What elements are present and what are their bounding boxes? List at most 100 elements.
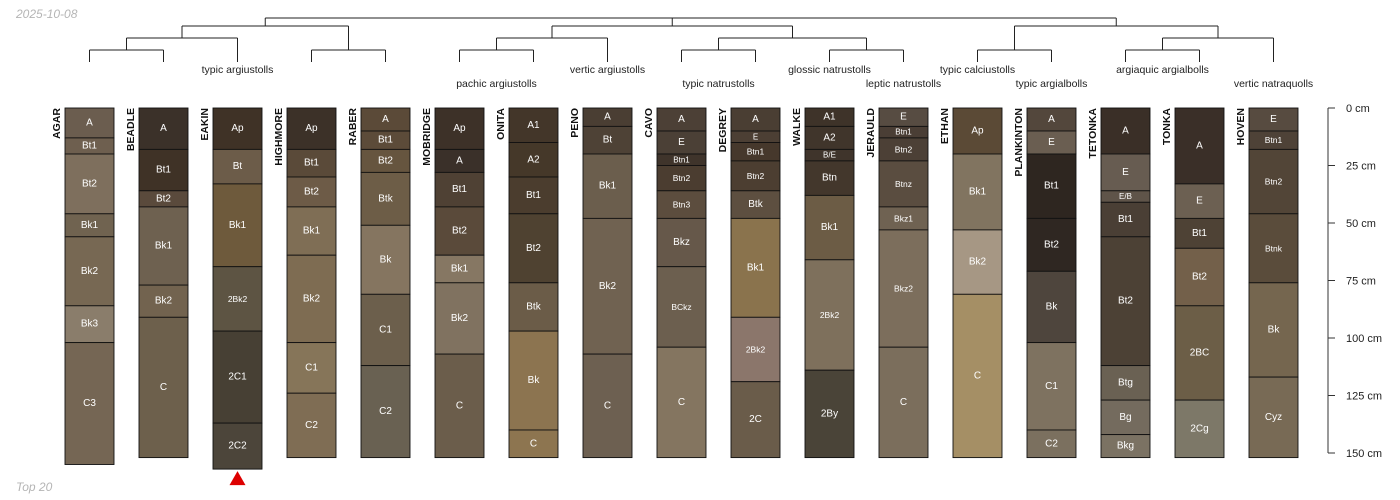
horizon-label: Bk3 [81,319,99,330]
profile-jerauld: E Btn1 Btn2 Btnz Bkz1 Bkz2 C JERAULD [865,107,929,459]
horizon-label: Bt2 [1118,296,1133,307]
horizon-label: Bt2 [156,193,171,204]
horizon-label: Ap [453,123,466,134]
horizon-2c2 [212,422,263,470]
horizon-btn [804,160,855,196]
horizon-label: A [1048,114,1055,125]
horizon-btk [508,282,559,332]
horizon-label: C [456,400,463,411]
horizon-label: C2 [1045,438,1058,449]
horizon-label: E [678,137,685,148]
horizon-label: Btn2 [1265,177,1283,187]
horizon-label: Bk1 [969,186,987,197]
horizon-label: Bt1 [526,190,541,201]
horizon-label: A [160,123,167,134]
taxon-label-glossic-natrustolls: glossic natrustolls [788,64,871,76]
horizon-label: C [160,382,167,393]
horizon-2bk2 [212,266,263,332]
profile-plankinton: A E Bt1 Bt2 Bk C1 C2 PLANKINTON [1013,107,1077,459]
marker-layer [229,471,246,486]
profile-name: CAVO [643,108,655,138]
horizon-btn2 [1248,148,1299,215]
profile-name: TETONKA [1087,108,1099,159]
profile-cavo: A E Btn1 Btn2 Btn3 Bkz BCkz C CAVO [643,107,707,459]
horizon-bkg [1100,434,1151,459]
date-label: 2025-10-08 [16,7,78,21]
profile-name: RABER [347,108,359,146]
horizon-label: Btk [748,199,763,210]
profile-name: TONKA [1161,108,1173,146]
horizon-label: 2C1 [228,372,247,383]
profile-agar: A Bt1 Bt2 Bk1 Bk2 Bk3 C3 AGAR [51,107,115,465]
horizon-label: Bkg [1117,441,1134,452]
horizon-ap [952,107,1003,155]
horizon-label: Bt1 [1044,181,1059,192]
horizon-label: 2Bk2 [228,294,248,304]
horizon-label: C2 [379,406,392,417]
horizon-a2 [508,142,559,178]
horizon-label: Bk [528,375,541,386]
horizon-label: Bkz [673,237,690,248]
horizon-label: Btk [378,193,393,204]
taxon-label-typic-argiustolls: typic argiustolls [202,64,274,76]
horizon-c [434,353,485,459]
horizon-label: Bkz1 [894,213,913,223]
profile-name: PENO [569,108,581,138]
profile-name: HOVEN [1235,108,1247,145]
depth-tick-label: 0 cm [1346,103,1370,115]
horizon-label: Bt1 [82,140,97,151]
horizon-label: E [1270,114,1277,125]
horizon-label: E [900,112,907,123]
horizon-c1 [360,293,411,367]
horizon-label: C3 [83,398,96,409]
profile-tetonka: A E E/B Bt1 Bt2 Btg Bg Bkg TETONKA [1087,107,1151,459]
horizon-label: 2Bk2 [746,345,766,355]
profile-name: ETHAN [939,108,951,144]
depth-tick-label: 50 cm [1346,218,1376,230]
horizon-a [1100,107,1151,155]
depth-tick-label: 75 cm [1346,276,1376,288]
horizon-btk [730,190,781,219]
taxon-label-typic-argialbolls: typic argialbolls [1016,78,1088,90]
profile-name: BEADLE [125,108,137,151]
horizon-label: C1 [1045,381,1058,392]
horizon-label: Bt2 [82,178,97,189]
horizon-bk2 [952,229,1003,295]
horizon-label: E [753,132,758,141]
horizon-label: Bt1 [452,184,467,195]
horizon-label: E [1122,167,1129,178]
horizon-bt2 [64,153,115,215]
horizon-label: Btk [526,301,541,312]
horizon-bk1 [286,206,337,256]
horizon-label: Bk [1268,324,1281,335]
horizon-label: Bk2 [969,257,987,268]
horizon-label: A [1196,140,1203,151]
horizon-label: A [86,117,93,128]
horizon-btg [1100,365,1151,401]
horizon-label: Bk2 [155,296,173,307]
horizon-ap [212,107,263,150]
depth-tick-label: 150 cm [1346,448,1382,460]
horizon-label: 2C [749,414,762,425]
horizon-label: Bk2 [451,313,469,324]
horizon-bk2 [138,284,189,318]
horizon-label: Bt1 [304,158,319,169]
horizon-label: Bk1 [599,181,617,192]
depth-tick-label: 25 cm [1346,161,1376,173]
horizon-bt [212,148,263,185]
horizon-c2 [286,392,337,459]
horizon-ap [286,107,337,150]
horizon-label: A [1122,126,1129,137]
horizon-label: 2BC [1190,347,1209,358]
horizon-label: Btn2 [673,173,691,183]
horizon-bk [1248,282,1299,378]
depth-tick-label: 125 cm [1346,391,1382,403]
horizon-a [138,107,189,150]
profile-name: DEGREY [717,108,729,152]
horizon-label: Bt1 [1192,228,1207,239]
profile-beadle: A Bt1 Bt2 Bk1 Bk2 C BEADLE [125,107,189,459]
horizon-label: Ap [971,126,984,137]
profile-name: WALKE [791,108,803,146]
horizon-label: C1 [379,324,392,335]
